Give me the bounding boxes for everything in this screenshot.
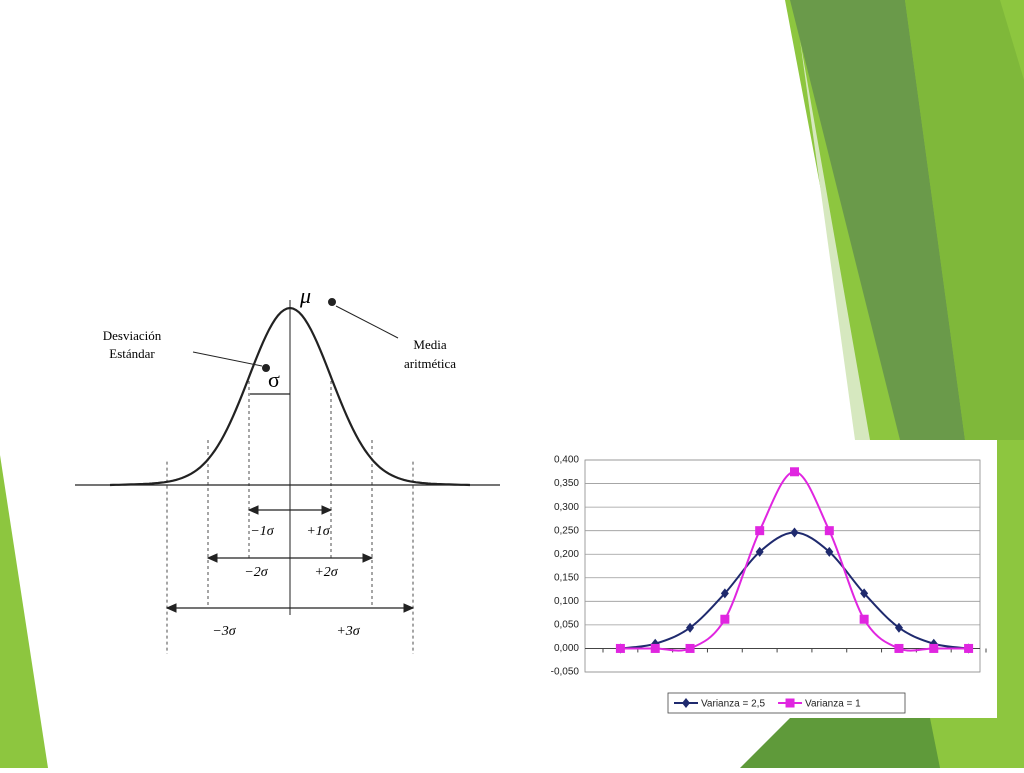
- marker: [825, 546, 834, 557]
- y-tick-label: 0,250: [554, 525, 579, 536]
- std-label: Desviación: [103, 328, 162, 343]
- marker: [650, 643, 660, 653]
- mean-label: aritmética: [404, 356, 456, 371]
- marker: [755, 526, 765, 536]
- y-tick-label: 0,300: [554, 502, 579, 513]
- dot: [262, 364, 270, 372]
- y-tick-label: 0,350: [554, 478, 579, 489]
- marker: [860, 588, 869, 599]
- marker: [929, 643, 939, 653]
- mu-label: μ: [299, 283, 311, 308]
- arrow-head: [206, 553, 218, 563]
- y-tick-label: -0,050: [551, 667, 580, 678]
- marker: [790, 527, 799, 538]
- pointer: [335, 305, 399, 339]
- y-tick-label: 0,000: [554, 643, 579, 654]
- marker: [686, 622, 695, 633]
- range-label: −1σ: [250, 524, 274, 539]
- range-label: +3σ: [336, 624, 360, 639]
- marker: [790, 467, 799, 477]
- arrow-head: [362, 553, 374, 563]
- y-tick-label: 0,400: [554, 455, 579, 466]
- marker: [685, 643, 695, 653]
- arrow-head: [165, 603, 177, 613]
- marker: [964, 643, 974, 653]
- range-label: −3σ: [212, 624, 236, 639]
- marker: [682, 698, 690, 708]
- marker: [755, 546, 764, 557]
- legend-label: Varianza = 2,5: [701, 699, 765, 710]
- mean-label: Media: [413, 337, 446, 352]
- chart-frame: [537, 440, 997, 718]
- marker: [785, 698, 795, 708]
- y-tick-label: 0,150: [554, 572, 579, 583]
- marker: [894, 643, 904, 653]
- pointer: [192, 351, 263, 367]
- y-tick-label: 0,050: [554, 620, 579, 631]
- range-label: +1σ: [306, 524, 330, 539]
- marker: [720, 588, 729, 599]
- marker: [859, 614, 869, 624]
- marker: [894, 622, 903, 633]
- legend-label: Varianza = 1: [805, 699, 861, 710]
- marker: [824, 526, 834, 536]
- arrow-head: [321, 505, 333, 515]
- marker: [615, 643, 625, 653]
- y-tick-label: 0,100: [554, 596, 579, 607]
- marker: [720, 614, 730, 624]
- std-label: Estándar: [109, 346, 155, 361]
- normal-diagram: [75, 298, 500, 654]
- arrow-head: [247, 505, 259, 515]
- dot: [328, 298, 336, 306]
- range-label: +2σ: [314, 565, 338, 580]
- range-label: −2σ: [244, 565, 268, 580]
- arrow-head: [403, 603, 415, 613]
- y-tick-label: 0,200: [554, 549, 579, 560]
- sigma-label: σ: [268, 367, 280, 392]
